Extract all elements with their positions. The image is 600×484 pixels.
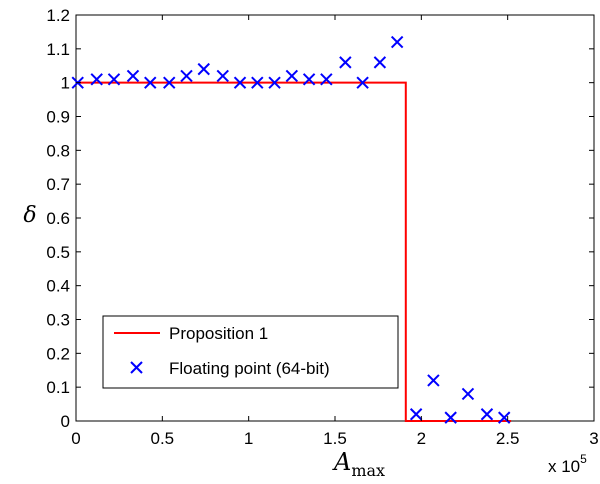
data-point-marker bbox=[126, 69, 140, 83]
x-multiplier-exponent: 5 bbox=[580, 452, 587, 466]
y-tick-label: 0.1 bbox=[46, 378, 70, 397]
y-tick-label: 0.5 bbox=[46, 243, 70, 262]
data-point-marker bbox=[251, 76, 264, 89]
y-tick-label: 0.9 bbox=[46, 108, 70, 127]
y-tick-label: 0.7 bbox=[46, 175, 70, 194]
data-point-marker bbox=[107, 73, 121, 86]
data-point-marker bbox=[197, 62, 210, 76]
x-tick-label: 1.5 bbox=[323, 429, 347, 448]
x-tick-label: 0 bbox=[71, 429, 80, 448]
data-point-marker bbox=[216, 69, 229, 83]
data-point-marker bbox=[285, 69, 299, 83]
legend-label-proposition-1: Proposition 1 bbox=[169, 324, 268, 343]
data-point-marker bbox=[233, 76, 247, 89]
data-point-marker bbox=[444, 411, 457, 424]
data-point-marker bbox=[427, 374, 440, 387]
data-point-marker bbox=[461, 387, 475, 401]
data-point-marker bbox=[302, 73, 316, 86]
data-point-marker bbox=[390, 35, 404, 49]
data-point-marker bbox=[90, 73, 103, 86]
x-tick-label: 3 bbox=[589, 429, 598, 448]
x-tick-label: 2 bbox=[417, 429, 426, 448]
x-axis-label-main: A bbox=[332, 448, 351, 476]
legend-label-floating-point: Floating point (64-bit) bbox=[169, 359, 330, 378]
y-tick-label: 1 bbox=[61, 74, 70, 93]
x-axis-multiplier: x 105 bbox=[548, 452, 587, 476]
data-point-marker bbox=[320, 73, 333, 86]
y-tick-label: 1.1 bbox=[46, 40, 70, 59]
legend-box bbox=[102, 315, 399, 389]
data-point-marker bbox=[409, 408, 423, 421]
x-axis-label-sub: max bbox=[351, 461, 385, 480]
x-multiplier-base: x 10 bbox=[548, 457, 580, 476]
data-point-marker bbox=[498, 411, 511, 424]
data-point-marker bbox=[268, 76, 281, 89]
y-axis-label: δ bbox=[23, 203, 36, 228]
ticks-layer: 0 0.5 1 1.5 2 2.5 3 0 0.1 0.2 0.3 0.4 0.5 0.6 0.7 0.8 0.… bbox=[46, 6, 598, 448]
y-tick-label: 0.2 bbox=[46, 344, 70, 363]
data-point-marker bbox=[356, 76, 369, 89]
y-tick-label: 0.4 bbox=[46, 277, 70, 296]
y-tick-label: 1.2 bbox=[46, 6, 70, 25]
data-point-marker bbox=[339, 56, 352, 69]
x-tick-label: 2.5 bbox=[496, 429, 520, 448]
data-point-marker bbox=[163, 76, 176, 89]
x-tick-label: 1 bbox=[244, 429, 253, 448]
x-tick-label: 0.5 bbox=[151, 429, 175, 448]
legend-swatch-floating-point bbox=[130, 361, 143, 374]
y-tick-label: 0.3 bbox=[46, 311, 70, 330]
y-tick-label: 0 bbox=[61, 412, 70, 431]
y-tick-label: 0.8 bbox=[46, 141, 70, 160]
y-tick-label: 0.6 bbox=[46, 209, 70, 228]
data-point-marker bbox=[373, 56, 387, 69]
data-point-marker bbox=[144, 76, 157, 89]
legend: Proposition 1 Floating point (64-bit) bbox=[102, 315, 399, 389]
data-point-marker bbox=[480, 408, 494, 421]
series-layer bbox=[71, 35, 512, 424]
data-point-marker bbox=[180, 69, 193, 83]
x-axis-label: Amax bbox=[332, 448, 385, 480]
